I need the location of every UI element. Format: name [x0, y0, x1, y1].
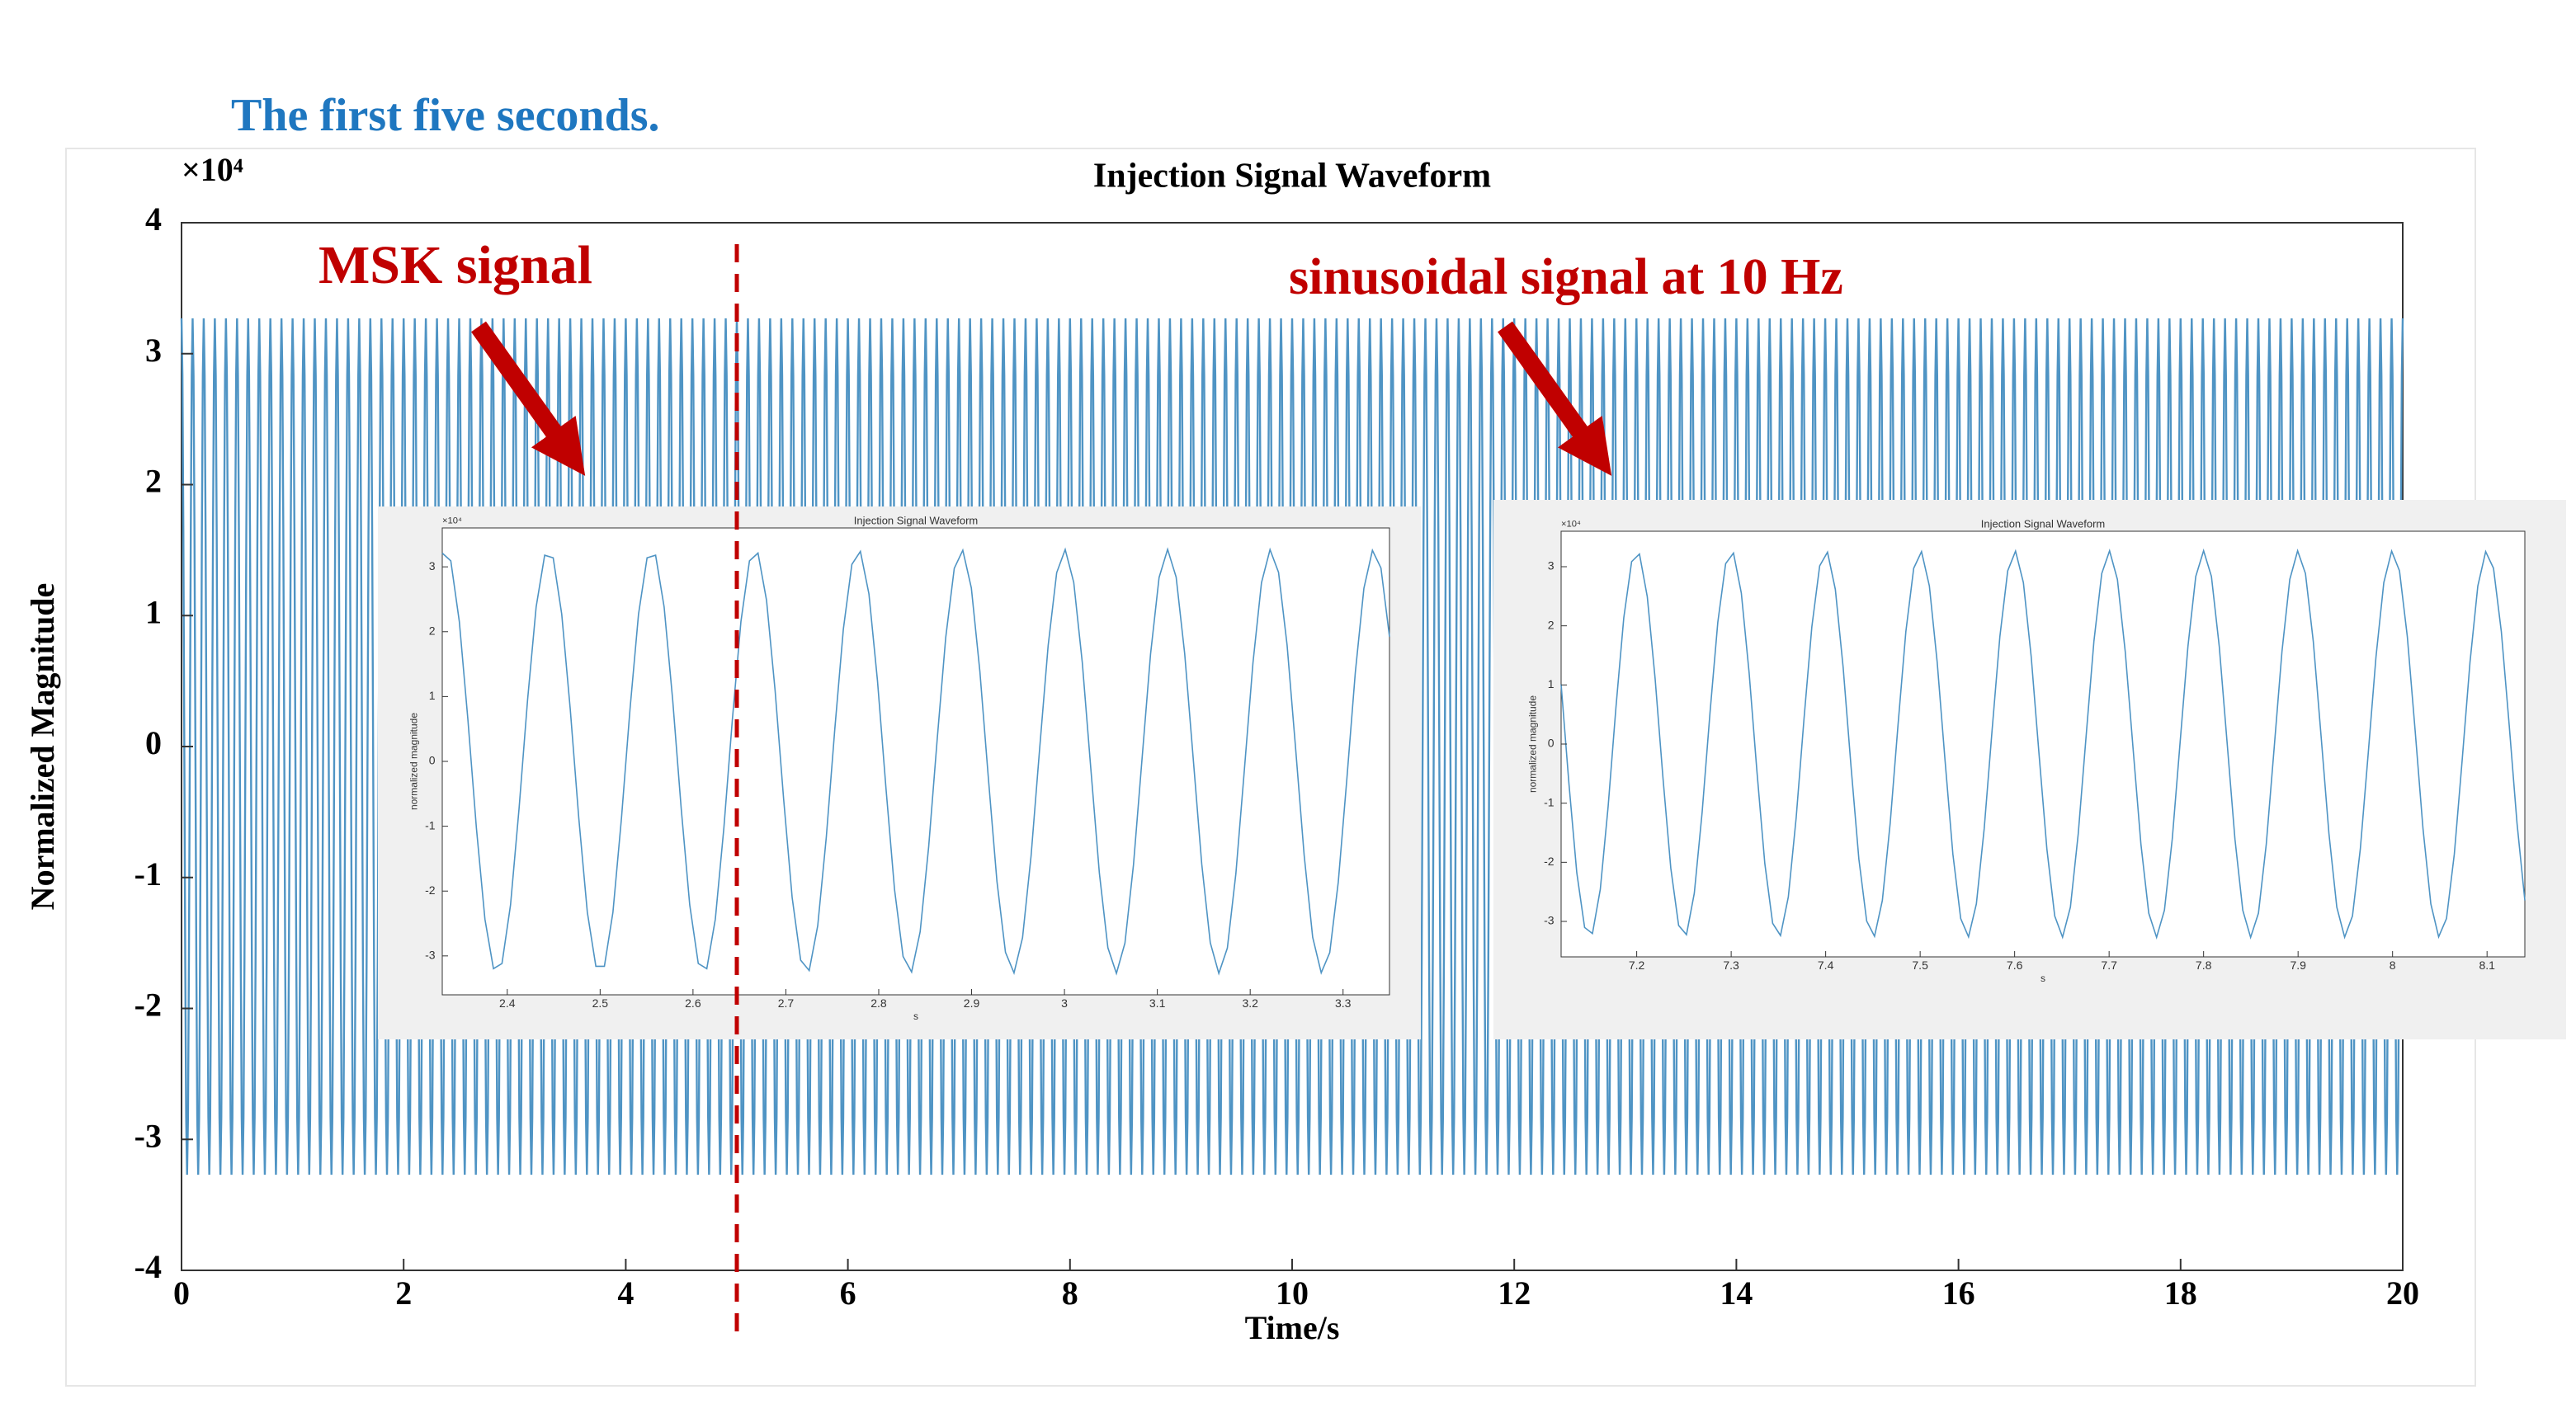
- x-tick-label: 7.7: [2101, 959, 2117, 972]
- heading: The first five seconds.: [231, 90, 660, 141]
- y-tick-label: 2: [429, 624, 436, 637]
- x-tick-label: 0: [173, 1274, 190, 1312]
- x-tick-label: 10: [1276, 1274, 1309, 1312]
- annotations: MSK signal sinusoidal signal at 10 Hz: [318, 235, 1843, 1343]
- x-tick-label: 7.3: [1723, 959, 1739, 972]
- exponent-label: ×10⁴: [442, 516, 462, 526]
- x-tick-label: 7.2: [1629, 959, 1645, 972]
- exponent-label: ×10⁴: [182, 151, 243, 188]
- exponent-label: ×10⁴: [1561, 520, 1581, 530]
- x-tick-label: 7.4: [1818, 959, 1834, 972]
- x-tick-label: 18: [2164, 1274, 2197, 1312]
- y-tick-label: -1: [1544, 795, 1555, 808]
- y-axis-label: normalized magnitude: [1527, 695, 1539, 793]
- y-tick-label: 3: [429, 559, 436, 572]
- x-tick-label: 14: [1720, 1274, 1753, 1312]
- y-tick-label: -3: [425, 949, 436, 962]
- x-tick-label: 7.5: [1912, 959, 1928, 972]
- inset-chart: 2.4 2.5 2.6 2.7 2.8 2.9 3 3.1 3.2 3.3 -3 -2 -1 0 1 2 3 In…: [378, 506, 1421, 1039]
- x-tick-label: 8: [2390, 959, 2396, 972]
- x-tick-label: 7.9: [2290, 959, 2306, 972]
- y-tick-label: -1: [425, 818, 436, 831]
- x-tick-label: 2: [395, 1274, 412, 1312]
- waveform: [441, 547, 1390, 976]
- y-tick-label: 3: [145, 332, 162, 369]
- x-tick-label: 2.4: [499, 996, 516, 1010]
- y-tick-label: 1: [145, 593, 162, 630]
- chart-title: Injection Signal Waveform: [1093, 157, 1491, 195]
- x-axis-label: s: [2041, 973, 2045, 984]
- y-tick-label: -2: [425, 883, 436, 897]
- y-tick-label: 0: [145, 724, 162, 761]
- inset-chart: 7.2 7.3 7.4 7.5 7.6 7.7 7.8 7.9 8 8.1 -3 -2 -1 0 1 2 3 In…: [1493, 500, 2566, 1039]
- x-tick-label: 2.6: [685, 996, 701, 1010]
- x-tick-label: 8.1: [2479, 959, 2495, 972]
- y-tick-label: 1: [429, 689, 436, 702]
- x-tick-label: 7.8: [2196, 959, 2212, 972]
- chart-title: Injection Signal Waveform: [854, 515, 979, 527]
- x-tick-label: 3.3: [1335, 996, 1352, 1010]
- x-tick-label: 8: [1062, 1274, 1078, 1312]
- y-tick-label: -3: [1544, 914, 1555, 927]
- y-tick-label: -3: [134, 1117, 162, 1154]
- x-tick-label: 7.6: [2007, 959, 2023, 972]
- y-tick-label: -2: [1544, 855, 1555, 868]
- waveform: [1560, 548, 2526, 940]
- y-tick-label: -4: [134, 1248, 162, 1285]
- y-tick-label: -2: [134, 987, 162, 1024]
- x-tick-label: 3: [1061, 996, 1068, 1010]
- x-tick-label: 2.8: [870, 996, 887, 1010]
- x-tick-label: 16: [1942, 1274, 1975, 1312]
- x-axis-label: Time/s: [1245, 1309, 1340, 1346]
- y-tick-label: 4: [145, 200, 162, 238]
- chart-title: Injection Signal Waveform: [1981, 518, 2106, 530]
- annotation: MSK signal: [318, 235, 592, 295]
- x-tick-label: 2.5: [592, 996, 609, 1010]
- y-tick-label: 2: [145, 463, 162, 500]
- x-tick-label: 6: [840, 1274, 856, 1312]
- x-tick-label: 2.7: [778, 996, 795, 1010]
- arrow: [1498, 321, 1612, 476]
- y-tick-label: 2: [1548, 618, 1555, 631]
- x-tick-label: 3.1: [1149, 996, 1166, 1010]
- x-tick-label: 20: [2386, 1274, 2419, 1312]
- y-tick-label: 1: [1548, 677, 1555, 690]
- x-tick-label: 12: [1498, 1274, 1531, 1312]
- y-tick-label: 0: [1548, 737, 1555, 750]
- plot-area: [441, 527, 1390, 996]
- y-axis-label: Normalized Magnitude: [24, 583, 61, 911]
- x-tick-label: 2.9: [964, 996, 980, 1010]
- annotation: sinusoidal signal at 10 Hz: [1289, 249, 1843, 305]
- y-tick-label: 0: [429, 754, 436, 767]
- y-axis-label: normalized magnitude: [408, 713, 420, 810]
- x-tick-label: 4: [617, 1274, 634, 1312]
- arrow: [471, 321, 586, 476]
- x-axis-label: s: [913, 1011, 918, 1022]
- y-tick-label: 3: [1548, 559, 1555, 572]
- plot-area: [1560, 530, 2526, 958]
- x-tick-label: 3.2: [1242, 996, 1258, 1010]
- y-tick-label: -1: [134, 855, 162, 893]
